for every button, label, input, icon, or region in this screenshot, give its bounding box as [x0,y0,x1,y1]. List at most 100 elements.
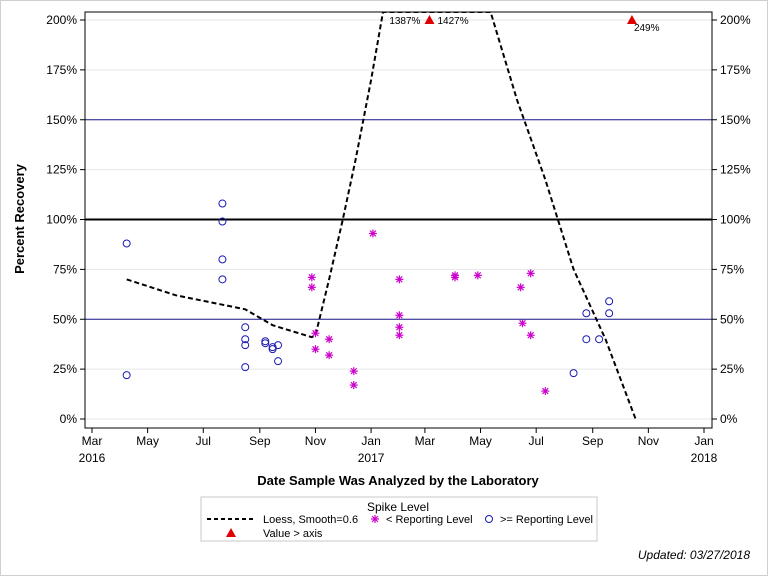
legend-triangle-swatch [226,528,236,537]
asterisk-stroke [474,272,482,279]
below-reporting-point [307,273,316,282]
below-reporting-point [307,283,316,292]
reporting-level-point [218,255,227,264]
below-reporting-point [526,331,535,340]
below-reporting-point [325,335,334,344]
reporting-level-point [274,341,283,350]
y-tick-label-right: 25% [720,362,744,376]
asterisk-stroke [369,230,377,237]
reporting-level-point [218,275,227,284]
y-tick-label: 200% [46,13,77,27]
asterisk-stroke [396,311,403,319]
below-reporting-point [395,323,404,332]
reporting-level-point [569,369,578,378]
below-reporting-point [526,269,535,278]
below-reporting-point [325,351,334,360]
legend-label: < Reporting Level [386,514,473,526]
reporting-level-point [605,309,614,318]
y-tick-label: 175% [46,63,77,77]
y-tick-label-right: 175% [720,63,751,77]
reporting-level-point [261,339,270,348]
below-reporting-point [311,345,320,354]
reporting-level-point [122,239,131,248]
reporting-level-point [241,363,250,372]
y-tick-label: 125% [46,163,77,177]
asterisk-stroke [308,284,316,291]
x-tick-label: Sep [582,434,604,448]
axes: 0% 0% 25% 25% 50% 50% 75% 75% 100% 100% 125% 125% 15… [46,13,751,465]
x-tick-label: Mar [82,434,103,448]
y-tick-label: 25% [53,362,77,376]
reporting-level-point [241,335,250,344]
below-reporting-point [395,311,404,320]
x-tick-label: May [469,434,492,448]
reporting-level-point [274,357,283,366]
legend-asterisk-swatch [371,515,379,523]
x-tick-label: Mar [415,434,436,448]
y-axis-label: Percent Recovery [12,163,27,274]
plot-area [84,11,713,429]
reporting-level-point [241,323,250,332]
y-tick-label: 150% [46,113,77,127]
y-tick-label-right: 200% [720,13,751,27]
value-over-axis-point [626,15,637,24]
x-tick-year: 2017 [358,451,385,465]
legend-label: >= Reporting Level [500,514,593,526]
x-tick-year: 2016 [79,451,106,465]
reporting-level-point [605,297,614,306]
asterisk-stroke [312,329,319,337]
asterisk-stroke [541,387,549,395]
below-reporting-point [541,387,550,396]
below-reporting-point [518,319,527,328]
asterisk-stroke [396,331,403,339]
y-tick-label-right: 125% [720,163,751,177]
over-axis-label: 1427% [437,16,468,27]
below-reporting-point [311,329,320,338]
reporting-level-point [582,335,591,344]
asterisk-stroke [308,274,316,281]
y-tick-label: 100% [46,213,77,227]
legend-title: Spike Level [367,500,429,514]
asterisk-stroke [396,323,403,331]
below-reporting-point [516,283,525,292]
y-tick-label: 0% [60,412,78,426]
asterisk-stroke [371,515,379,523]
asterisk-stroke [517,284,524,291]
below-reporting-point [368,229,377,238]
updated-note: Updated: 03/27/2018 [637,548,750,562]
reporting-level-point [582,309,591,318]
y-tick-label-right: 0% [720,412,738,426]
y-tick-label: 50% [53,312,77,326]
value-over-axis-point [424,15,435,24]
loess-line [126,12,637,420]
below-reporting-point [395,275,404,284]
x-tick-year: 2018 [691,451,718,465]
x-tick-label: Sep [249,434,271,448]
asterisk-stroke [325,335,333,343]
reporting-level-point [218,217,227,226]
below-reporting-point [349,381,358,390]
asterisk-stroke [451,274,459,281]
over-axis-label: 249% [634,23,660,34]
x-tick-label: Nov [305,434,326,448]
marks: 1387% 1427% 249% [122,12,660,420]
asterisk-stroke [519,319,526,327]
x-tick-label: Nov [638,434,659,448]
below-reporting-point [349,367,358,376]
below-reporting-point [473,271,482,280]
x-tick-label: May [136,434,159,448]
asterisk-stroke [312,345,319,353]
reporting-level-point [595,335,604,344]
x-tick-label: Jan [361,434,380,448]
y-tick-label-right: 50% [720,312,744,326]
reporting-level-point [241,341,250,350]
y-tick-label-right: 100% [720,213,751,227]
clipped-marks [126,12,637,420]
reporting-level-point [268,345,277,354]
asterisk-stroke [350,367,358,375]
x-tick-label: Jul [196,434,211,448]
legend: Spike Level Loess, Smooth=0.6 < Reporting … [200,496,598,542]
legend-label: Loess, Smooth=0.6 [263,514,358,526]
y-tick-label-right: 150% [720,113,751,127]
